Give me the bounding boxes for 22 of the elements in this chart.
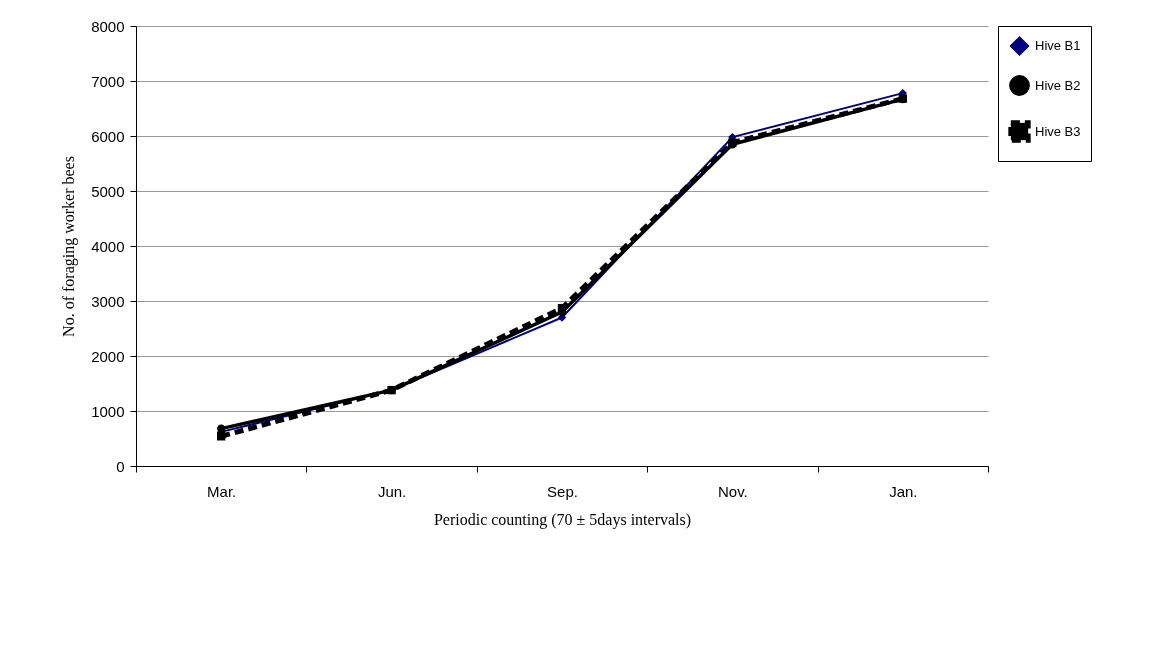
x-tick-label: Nov.: [718, 482, 748, 500]
y-tick-label: 5000: [91, 182, 125, 200]
point: [557, 303, 567, 313]
y-tick-label: 8000: [91, 17, 125, 35]
y-axis-title: No. of foraging worker bees: [60, 156, 79, 337]
x-tick-label: Sep.: [547, 482, 578, 500]
x-tick-label: Mar.: [207, 482, 237, 500]
y-tick-label: 6000: [91, 127, 125, 145]
y-tick-label: 1000: [91, 402, 125, 420]
y-tick-label: 7000: [91, 72, 125, 90]
legend-label: Hive B3: [1035, 123, 1081, 139]
y-tick-label: 0: [116, 457, 125, 475]
point: [217, 424, 226, 433]
legend-label: Hive B2: [1035, 77, 1081, 93]
x-tick-label: Jan.: [889, 482, 918, 500]
x-tick-label: Jun.: [377, 482, 407, 500]
y-tick-label: 3000: [91, 292, 125, 310]
point: [217, 432, 226, 441]
legend-label: Hive B1: [1035, 38, 1081, 53]
y-tick-label: 4000: [91, 237, 125, 255]
y-tick-label: 2000: [91, 347, 125, 365]
x-axis-title: Periodic counting (70 ± 5days intervals): [433, 510, 692, 529]
